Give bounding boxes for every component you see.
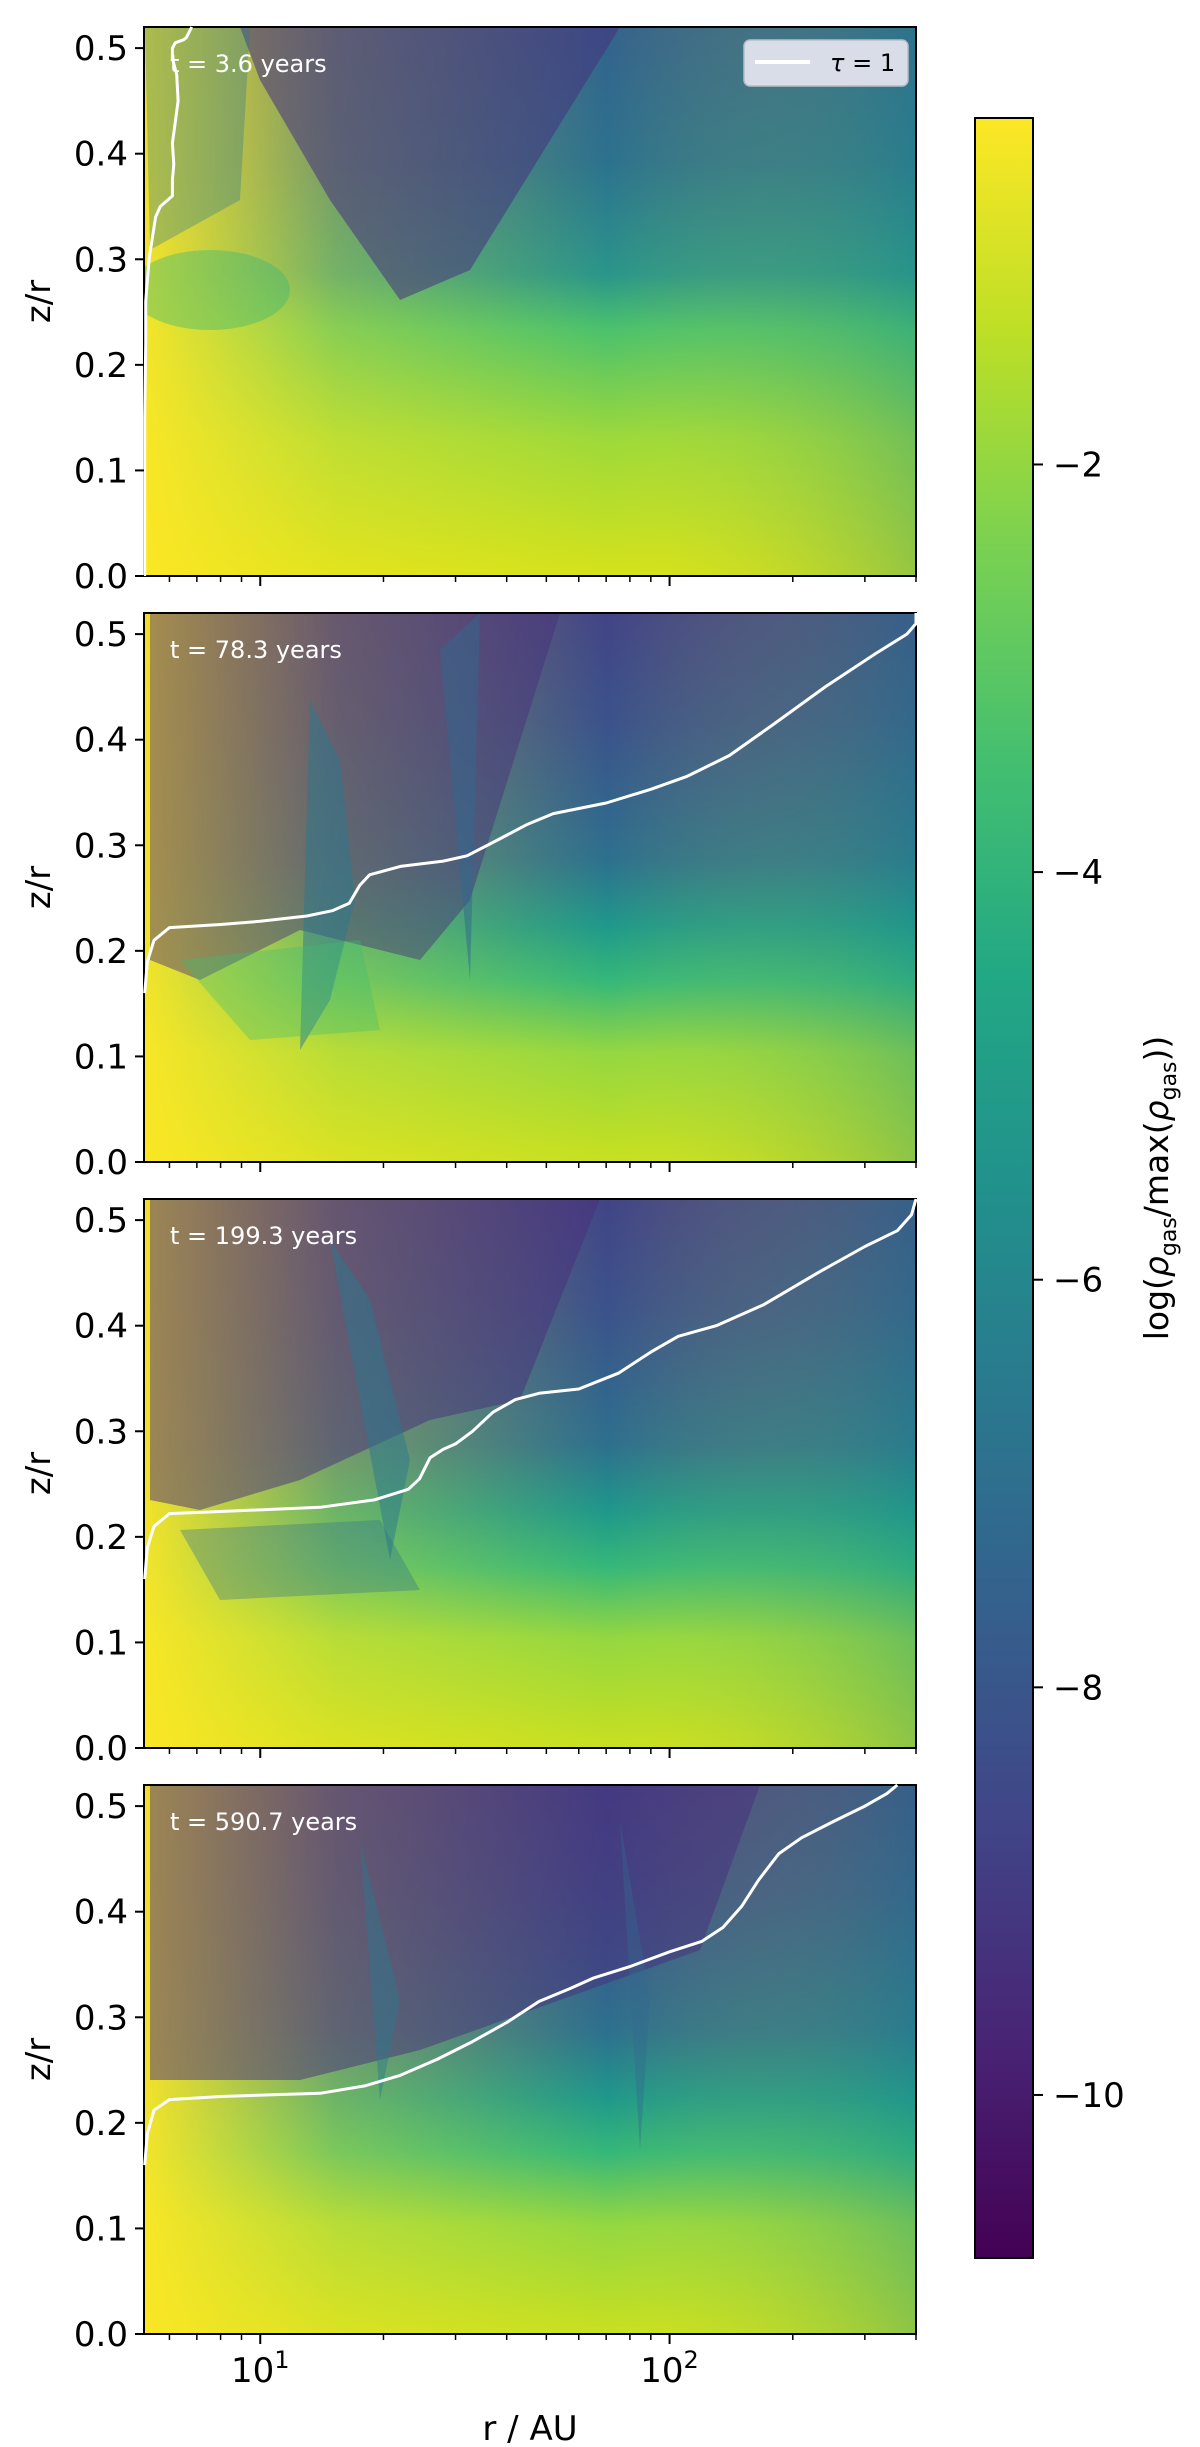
y-tick-label: 0.4 [74,135,128,175]
y-tick-label: 0.1 [74,1623,128,1663]
colorbar-label: log(ρgas/max(ρgas)) [1137,1036,1182,1341]
y-tick-label: 0.0 [74,2315,128,2355]
y-tick-label: 0.0 [74,1143,128,1183]
y-tick-label: 0.0 [74,1729,128,1769]
time-label-3: t = 199.3 years [170,1222,357,1250]
legend-label: τ = 1 [830,49,895,77]
y-tick-label: 0.3 [74,240,128,280]
y-tick-label: 0.2 [74,932,128,972]
y-tick-label: 0.1 [74,2209,128,2249]
y-tick-label: 0.4 [74,721,128,761]
colorbar-tick-label: −4 [1053,853,1103,893]
y-tick-label: 0.4 [74,1307,128,1347]
panel-3-frame [143,1198,917,1749]
y-axis-label: z/r [19,2038,59,2081]
tau1-curve-1 [143,26,194,576]
panel-4-frame [143,1784,917,2335]
time-label-4: t = 590.7 years [170,1808,357,1836]
colorbar-tick-label: −8 [1053,1668,1103,1708]
colorbar: −2 −4 −6 −8 −10 log(ρgas/max(ρgas)) [974,117,1182,2259]
panel-1-frame [143,26,917,577]
y-axis-label: z/r [19,280,59,323]
heatmap-1 [144,27,916,576]
axes-layer: 0.0 0.1 0.2 0.3 0.4 0.5 z/r 0.0 0.1 0.2 0.3 0.4 0.5 z… [19,29,917,2391]
time-label-1: t = 3.6 years [170,50,327,78]
colorbar-gradient [975,118,1033,2258]
heatmap-2 [144,613,916,1162]
heatmap-3 [144,1199,916,1748]
legend: τ = 1 [743,39,909,87]
y-tick-label: 0.4 [74,1893,128,1933]
y-tick-label: 0.2 [74,346,128,386]
colorbar-frame [974,117,1034,2259]
y-axis-label: z/r [19,1452,59,1495]
colorbar-ticks: −2 −4 −6 −8 −10 [1033,445,1125,2116]
y-tick-label: 0.0 [74,557,128,597]
y-tick-label: 0.5 [74,29,128,69]
panel-4: t = 590.7 years [143,1783,917,2335]
y-tick-label: 0.2 [74,1518,128,1558]
panel-2: t = 78.3 years [143,612,918,1163]
y-tick-label: 0.1 [74,1037,128,1077]
colorbar-tick-label: −6 [1053,1261,1103,1301]
tau1-curve-4 [143,1783,899,2166]
y-tick-label: 0.3 [74,1998,128,2038]
y-tick-label: 0.3 [74,826,128,866]
colorbar-tick-label: −10 [1053,2076,1125,2116]
tau1-curve-3 [143,1198,918,1580]
legend-box [743,39,909,87]
y-axis-label: z/r [19,866,59,909]
x-axis-label: r / AU [482,2409,577,2447]
x-tick-label: 101 [231,2346,290,2391]
y-tick-label: 0.2 [74,2104,128,2144]
panel-3: t = 199.3 years [143,1198,918,1749]
y-tick-label: 0.5 [74,615,128,655]
x-tick-label: 102 [640,2346,699,2391]
y-tick-label: 0.5 [74,1787,128,1827]
panel-2-frame [143,612,917,1163]
panel-1: t = 3.6 years τ = 1 [143,26,917,577]
time-label-2: t = 78.3 years [170,636,342,664]
y-tick-label: 0.3 [74,1412,128,1452]
colorbar-tick-label: −2 [1053,445,1103,485]
y-tick-label: 0.5 [74,1201,128,1241]
y-tick-label: 0.1 [74,451,128,491]
tau1-curve-2 [143,613,918,994]
heatmap-4 [144,1785,916,2334]
